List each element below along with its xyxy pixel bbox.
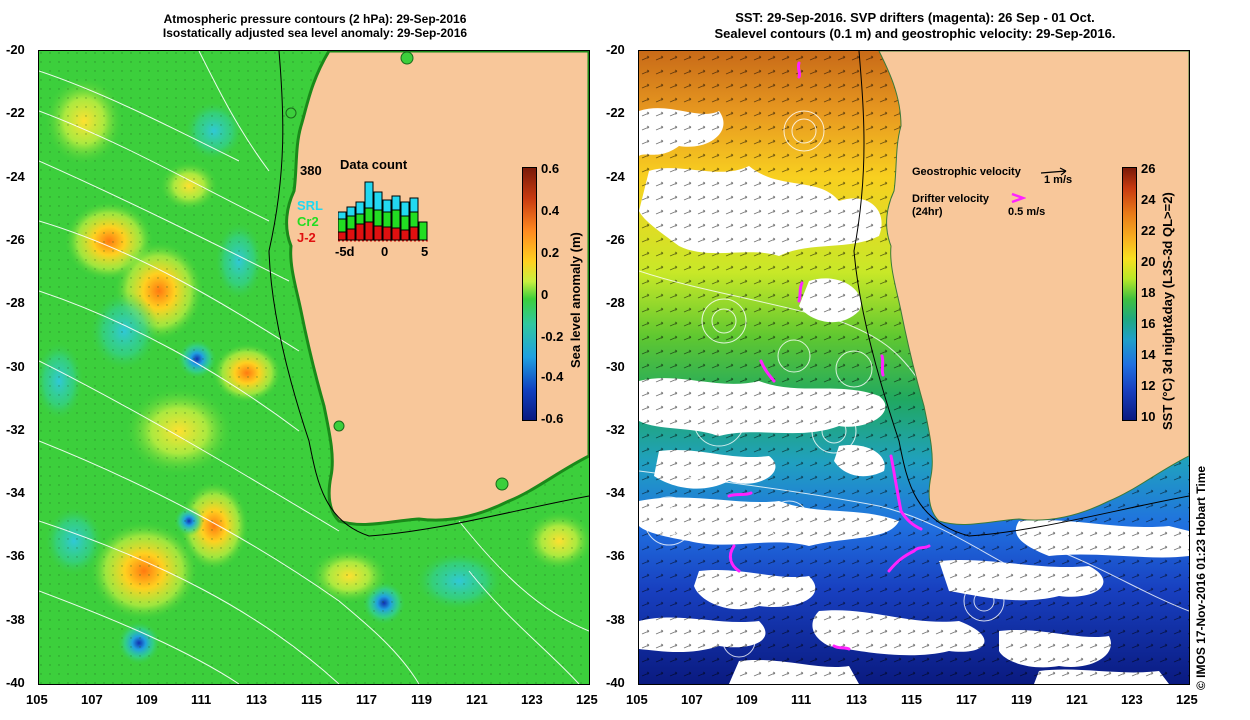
sst-tick: 26 (1141, 161, 1156, 176)
left-lon-label: 123 (521, 692, 543, 707)
left-lon-label: 113 (246, 692, 267, 707)
sst-tick: 20 (1141, 254, 1156, 269)
left-lon-label: 115 (301, 692, 322, 707)
inset-max-label: 380 (300, 163, 322, 178)
left-title-line1: Atmospheric pressure contours (2 hPa): 2… (163, 12, 467, 26)
sea-level-anomaly-map (38, 50, 590, 685)
inset-title: Data count (340, 157, 408, 172)
left-title-line2: Isostatically adjusted sea level anomaly… (162, 26, 468, 40)
left-lat-label: -32 (6, 421, 25, 437)
sla-colorbar-gradient (522, 167, 537, 421)
sst-tick: 22 (1141, 223, 1156, 238)
drifter-arrow-icon (1011, 192, 1026, 204)
right-lat-label: -30 (606, 358, 625, 374)
right-lon-label: 107 (681, 692, 703, 707)
left-lat-label: -38 (6, 611, 25, 627)
left-lat-label: -28 (6, 295, 25, 311)
left-lon-label: 117 (356, 692, 377, 707)
sla-tick: 0.6 (541, 161, 560, 176)
right-lon-label: 105 (626, 692, 648, 707)
right-lon-label: 121 (1066, 692, 1088, 707)
sla-tick: -0.2 (541, 329, 564, 344)
legend-cr2: Cr2 (297, 214, 319, 229)
right-lat-label: -28 (606, 295, 625, 311)
drifter-scale: 0.5 m/s (1008, 206, 1046, 218)
legend-j2: J-2 (297, 230, 316, 245)
right-title-line1: SST: 29-Sep-2016. SVP drifters (magenta)… (735, 10, 1095, 25)
sst-tick: 14 (1141, 347, 1156, 362)
right-lon-label: 125 (1176, 692, 1198, 707)
left-lat-label: -22 (6, 105, 25, 121)
data-count-histogram (338, 181, 428, 242)
geostrophic-arrow-icon (1040, 167, 1067, 176)
geostrophic-scale: 1 m/s (1044, 174, 1073, 186)
right-lat-label: -20 (606, 42, 625, 57)
sla-colorbar-label: Sea level anomaly (m) (568, 232, 583, 368)
sst-colorbar-gradient (1122, 167, 1137, 421)
inset-x-label-5: 5 (421, 244, 429, 259)
right-lat-label: -24 (606, 168, 625, 184)
sst-tick: 24 (1141, 192, 1156, 207)
right-lon-label: 117 (956, 692, 977, 707)
sst-tick: 10 (1141, 409, 1156, 424)
sla-tick: 0.2 (541, 245, 560, 260)
sst-tick: 16 (1141, 316, 1156, 331)
right-lon-label: 111 (791, 692, 812, 707)
left-lon-label: 105 (26, 692, 48, 707)
legend-srl: SRL (297, 198, 323, 213)
inset-x-label-0: 0 (381, 244, 389, 259)
right-lat-label: -22 (606, 105, 625, 121)
sla-tick: 0.4 (541, 203, 560, 218)
left-lon-label: 121 (466, 692, 488, 707)
right-lat-label: -36 (606, 548, 625, 564)
right-title-line2: Sealevel contours (0.1 m) and geostrophi… (714, 26, 1116, 41)
left-lat-label: -30 (6, 358, 25, 374)
left-lat-label: -20 (6, 42, 25, 57)
sst-colorbar-label: SST (°C) 3d night&day (L3S-3d QL>=2) (1160, 192, 1175, 430)
right-lat-label: -32 (606, 421, 625, 437)
right-lon-label: 115 (901, 692, 922, 707)
left-lat-label: -26 (6, 231, 25, 247)
left-lon-label: 109 (136, 692, 158, 707)
left-lon-label: 111 (191, 692, 212, 707)
imos-credit: © IMOS 17-Nov-2016 01:23 Hobart Time (1194, 465, 1208, 690)
left-lon-label: 107 (81, 692, 103, 707)
right-lat-label: -38 (606, 611, 625, 627)
sla-tick: -0.4 (541, 369, 564, 384)
left-lat-label: -24 (6, 168, 25, 184)
right-lon-label: 119 (1011, 692, 1032, 707)
right-lon-label: 109 (736, 692, 758, 707)
right-lat-label: -26 (606, 231, 625, 247)
drifter-velocity-label: Drifter velocity (912, 193, 990, 205)
sla-tick: 0 (541, 287, 549, 302)
sst-tick: 18 (1141, 285, 1156, 300)
right-lon-label: 113 (846, 692, 867, 707)
geostrophic-velocity-label: Geostrophic velocity (912, 166, 1021, 178)
left-lon-label: 125 (576, 692, 598, 707)
right-lat-label: -34 (606, 485, 625, 501)
right-lat-label: -40 (606, 675, 625, 690)
left-lon-label: 119 (411, 692, 432, 707)
sst-map (638, 50, 1190, 685)
sla-tick: -0.6 (541, 411, 564, 426)
left-lat-label: -34 (6, 485, 25, 501)
left-lat-label: -36 (6, 548, 25, 564)
left-lat-label: -40 (6, 675, 25, 690)
right-lon-label: 123 (1121, 692, 1143, 707)
sst-tick: 12 (1141, 378, 1156, 393)
inset-x-label-neg5: -5d (335, 244, 355, 259)
drifter-sub-label: (24hr) (912, 206, 943, 218)
